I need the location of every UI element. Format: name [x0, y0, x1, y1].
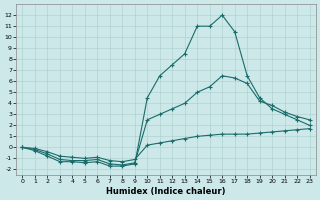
X-axis label: Humidex (Indice chaleur): Humidex (Indice chaleur): [106, 187, 226, 196]
